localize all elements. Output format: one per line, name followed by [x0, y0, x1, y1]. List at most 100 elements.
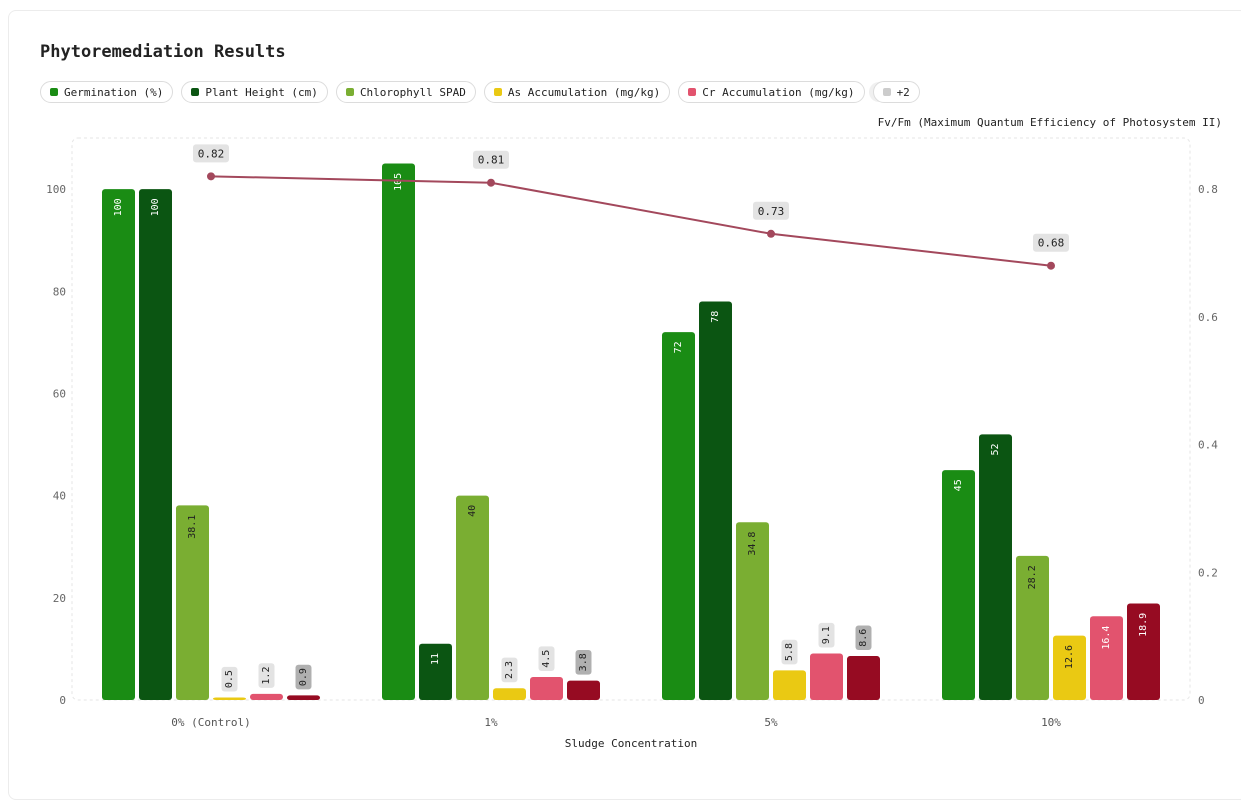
bar-value-label: 38.1 [187, 515, 198, 539]
y-tick-label: 60 [53, 387, 66, 400]
bar [213, 697, 246, 700]
x-tick-label: 0% (Control) [171, 716, 250, 729]
bar-value-label: 12.6 [1064, 645, 1075, 669]
y2-tick-label: 0.8 [1198, 183, 1218, 196]
bar-value-label: 0.9 [298, 668, 309, 686]
bar-value-badge [538, 646, 555, 672]
bar-value-badge [258, 663, 275, 688]
y2-tick-label: 0.6 [1198, 311, 1218, 324]
bar-value-label: 40 [467, 505, 478, 517]
x-tick-label: 1% [484, 716, 498, 729]
legend-swatch [688, 88, 697, 96]
line-point [207, 172, 215, 181]
legend-item-as-accumulation[interactable]: As Accumulation (mg/kg) [483, 81, 671, 103]
bar-value-label: 11 [430, 653, 441, 665]
line-value-badge [1033, 233, 1069, 252]
legend-more-button[interactable]: +2 [872, 81, 920, 103]
line-point [1047, 261, 1055, 270]
bar-value-label: 3.8 [578, 653, 589, 671]
bar [979, 434, 1012, 700]
line-value-label: 0.82 [198, 147, 225, 160]
line-value-badge [473, 150, 509, 169]
y-tick-label: 20 [53, 592, 66, 605]
bar-value-label: 2.3 [504, 661, 515, 679]
bar-value-label: 8.6 [858, 629, 869, 647]
line-point [767, 229, 775, 238]
bar [139, 189, 172, 700]
bar [530, 677, 563, 700]
legend-label: Germination (%) [64, 85, 164, 99]
legend-swatch [191, 88, 200, 96]
y2-tick-label: 0 [1198, 694, 1205, 707]
line-value-badge [753, 201, 789, 220]
x-tick-label: 5% [764, 716, 778, 729]
bar-value-label: 18.9 [1138, 613, 1149, 637]
line-path [210, 175, 1052, 267]
bar-value-badge [575, 649, 592, 675]
bar-value-label: 5.8 [784, 643, 795, 661]
bar-value-badge [221, 666, 238, 692]
y-tick-label: 100 [46, 183, 66, 196]
legend-label: Cr Accumulation (mg/kg) [702, 85, 855, 99]
plot-area [71, 137, 1191, 701]
bar [810, 653, 843, 700]
legend-label: As Accumulation (mg/kg) [507, 85, 661, 99]
bar [382, 163, 415, 700]
bar [419, 643, 452, 700]
bars: 100 100 38.1 0.5 1.2 0.9 105 11 40 2.3 4.5 3.8 72 78 3… [102, 163, 1160, 700]
bar [1127, 603, 1160, 700]
bar-value-label: 100 [113, 198, 124, 216]
bar [699, 301, 732, 700]
bar [1016, 555, 1049, 700]
legend-label: Plant Height (cm) [205, 85, 318, 99]
y-tick-label: 40 [53, 490, 66, 503]
bar-value-label: 9.1 [821, 626, 832, 644]
line-value-badge [193, 144, 229, 163]
bar-value-badge [855, 625, 872, 651]
bar [736, 522, 769, 700]
legend-item-germination[interactable]: Germination (%) [40, 81, 174, 103]
legend: Germination (%) Plant Height (cm) Chloro… [40, 81, 920, 103]
bar-value-badge [295, 664, 312, 690]
bar-value-label: 45 [953, 479, 964, 491]
line-series: 0.82 0.81 0.73 0.68 [193, 144, 1069, 270]
bar [456, 495, 489, 700]
legend-swatch [882, 88, 891, 96]
y-tick-label: 80 [53, 285, 66, 298]
bar-value-label: 72 [673, 341, 684, 353]
legend-item-plant-height[interactable]: Plant Height (cm) [181, 81, 328, 103]
bar-value-label: 52 [990, 444, 1001, 456]
bar [567, 680, 600, 700]
legend-item-cr-accumulation[interactable]: Cr Accumulation (mg/kg) [678, 81, 865, 103]
bar [493, 688, 526, 700]
bar-value-label: 28.2 [1027, 565, 1038, 589]
x-axis-title: Sludge Concentration [565, 737, 697, 750]
legend-label: Chlorophyll SPAD [359, 85, 466, 99]
legend-swatch [345, 88, 354, 96]
legend-item-chlorophyll[interactable]: Chlorophyll SPAD [335, 81, 476, 103]
bar [1053, 635, 1086, 700]
line-value-label: 0.68 [1038, 237, 1065, 250]
bar-value-label: 16.4 [1101, 626, 1112, 650]
line-point [487, 178, 495, 187]
bar-value-label: 0.5 [224, 670, 235, 688]
bar-value-label: 78 [710, 311, 721, 323]
bar [176, 505, 209, 700]
bar [773, 670, 806, 700]
line-value-label: 0.81 [478, 154, 505, 167]
bar [942, 470, 975, 700]
bar [1090, 616, 1123, 700]
bar-value-badge [781, 639, 798, 665]
bar-value-label: 4.5 [541, 650, 552, 668]
axes: 0 20 40 60 80 100 0 0.2 0.4 0.6 0.8 0% (Control) 1% 5… [46, 183, 1218, 729]
legend-more-label: +2 [896, 85, 910, 99]
y2-tick-label: 0.2 [1198, 566, 1218, 579]
bar [250, 693, 283, 700]
y2-tick-label: 0.4 [1198, 439, 1218, 452]
x-tick-label: 10% [1041, 716, 1061, 729]
bar-value-label: 105 [393, 173, 404, 191]
y2-axis-title: Fv/Fm (Maximum Quantum Efficiency of Pho… [878, 116, 1222, 129]
bar [287, 695, 320, 700]
bar [662, 332, 695, 700]
